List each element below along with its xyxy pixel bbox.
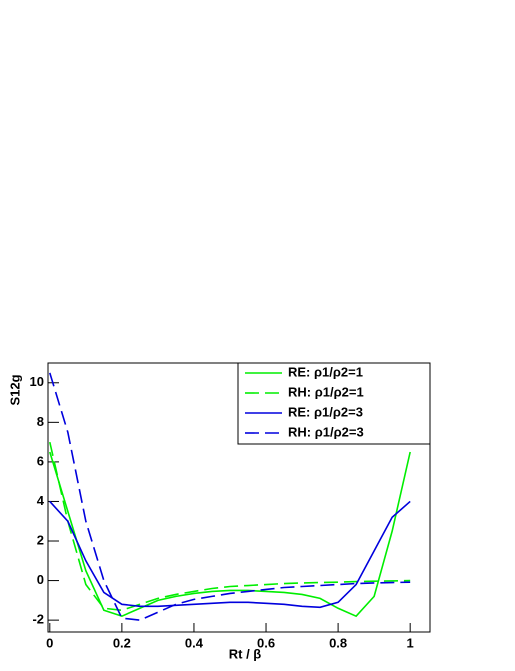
y-tick-label: 0 <box>37 572 44 587</box>
legend-label: RH: ρ1/ρ2=1 <box>288 384 364 399</box>
x-tick-label: 0.2 <box>113 635 131 650</box>
legend-label: RE: ρ1/ρ2=3 <box>288 404 363 419</box>
x-tick-label: 0.6 <box>257 635 275 650</box>
x-tick-label: 1 <box>407 635 414 650</box>
y-tick-label: 8 <box>37 414 44 429</box>
x-tick-label: 0 <box>46 635 53 650</box>
legend-box <box>237 362 431 445</box>
legend-label: RH: ρ1/ρ2=3 <box>288 424 364 439</box>
series-line <box>49 372 411 621</box>
y-axis-label: S12g <box>7 374 22 405</box>
legend-label: RE: ρ1/ρ2=1 <box>288 364 363 379</box>
y-tick-label: 6 <box>37 453 44 468</box>
series-line <box>49 500 411 609</box>
y-tick-label: -2 <box>32 612 44 627</box>
y-tick-label: 4 <box>37 493 45 508</box>
y-tick-label: 2 <box>37 532 44 547</box>
y-tick-label: 10 <box>30 374 44 389</box>
x-axis-label: Rt / β <box>229 646 262 661</box>
series-line <box>49 451 411 618</box>
x-tick-label: 0.8 <box>329 635 347 650</box>
x-tick-label: 0.4 <box>185 635 204 650</box>
series-line <box>49 441 411 612</box>
